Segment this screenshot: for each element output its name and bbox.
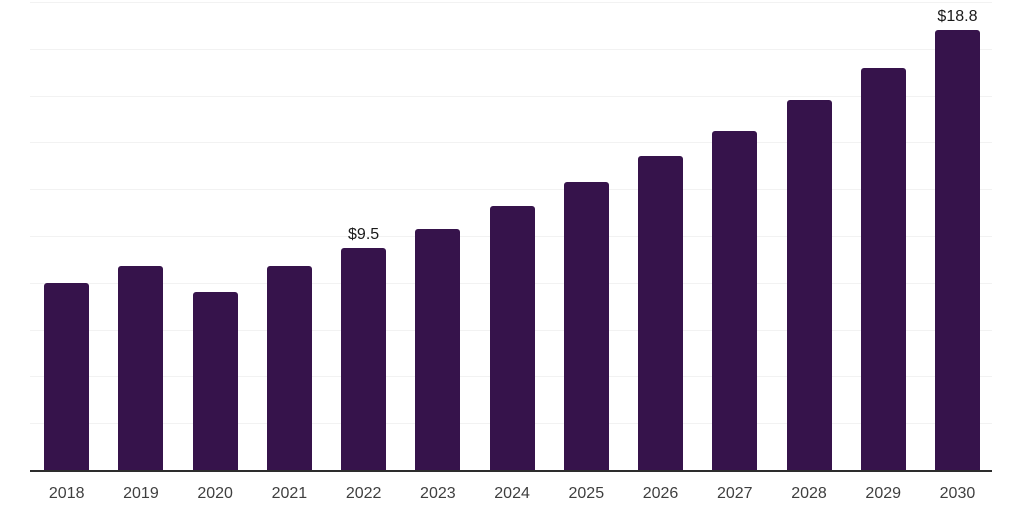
- x-tick-2020: 2020: [197, 485, 233, 502]
- data-label-2022: $9.5: [348, 225, 380, 243]
- x-axis-line: [30, 470, 992, 472]
- x-tick-2030: 2030: [939, 485, 976, 502]
- bar-2029: [860, 67, 906, 470]
- x-tick-2025: 2025: [568, 485, 605, 502]
- x-tick-2028: 2028: [791, 485, 827, 502]
- bar-2022: [341, 247, 387, 470]
- gridline: [30, 142, 992, 144]
- bar-2018: [44, 282, 90, 470]
- x-tick-2021: 2021: [271, 485, 308, 502]
- bar-2021: [266, 266, 312, 470]
- bar-2024: [489, 205, 535, 470]
- bar-2027: [712, 130, 758, 470]
- gridline: [30, 189, 992, 191]
- x-tick-2018: 2018: [48, 485, 85, 502]
- x-tick-2022: 2022: [345, 485, 382, 502]
- gridline: [30, 95, 992, 97]
- bar-2030: [934, 30, 980, 470]
- bar-2020: [192, 292, 238, 470]
- gridline: [30, 48, 992, 50]
- bar-2026: [638, 156, 684, 470]
- data-label-2030: $18.8: [937, 8, 978, 26]
- x-tick-2026: 2026: [642, 485, 679, 502]
- x-tick-2024: 2024: [494, 485, 530, 502]
- gridline: [30, 2, 992, 3]
- bar-2028: [786, 100, 832, 470]
- x-tick-2023: 2023: [420, 485, 456, 502]
- bar-2023: [415, 228, 461, 470]
- bar-2025: [563, 182, 609, 470]
- bar-2019: [118, 266, 164, 470]
- x-tick-2027: 2027: [716, 485, 753, 502]
- x-tick-2019: 2019: [123, 485, 159, 502]
- x-tick-2029: 2029: [865, 485, 902, 502]
